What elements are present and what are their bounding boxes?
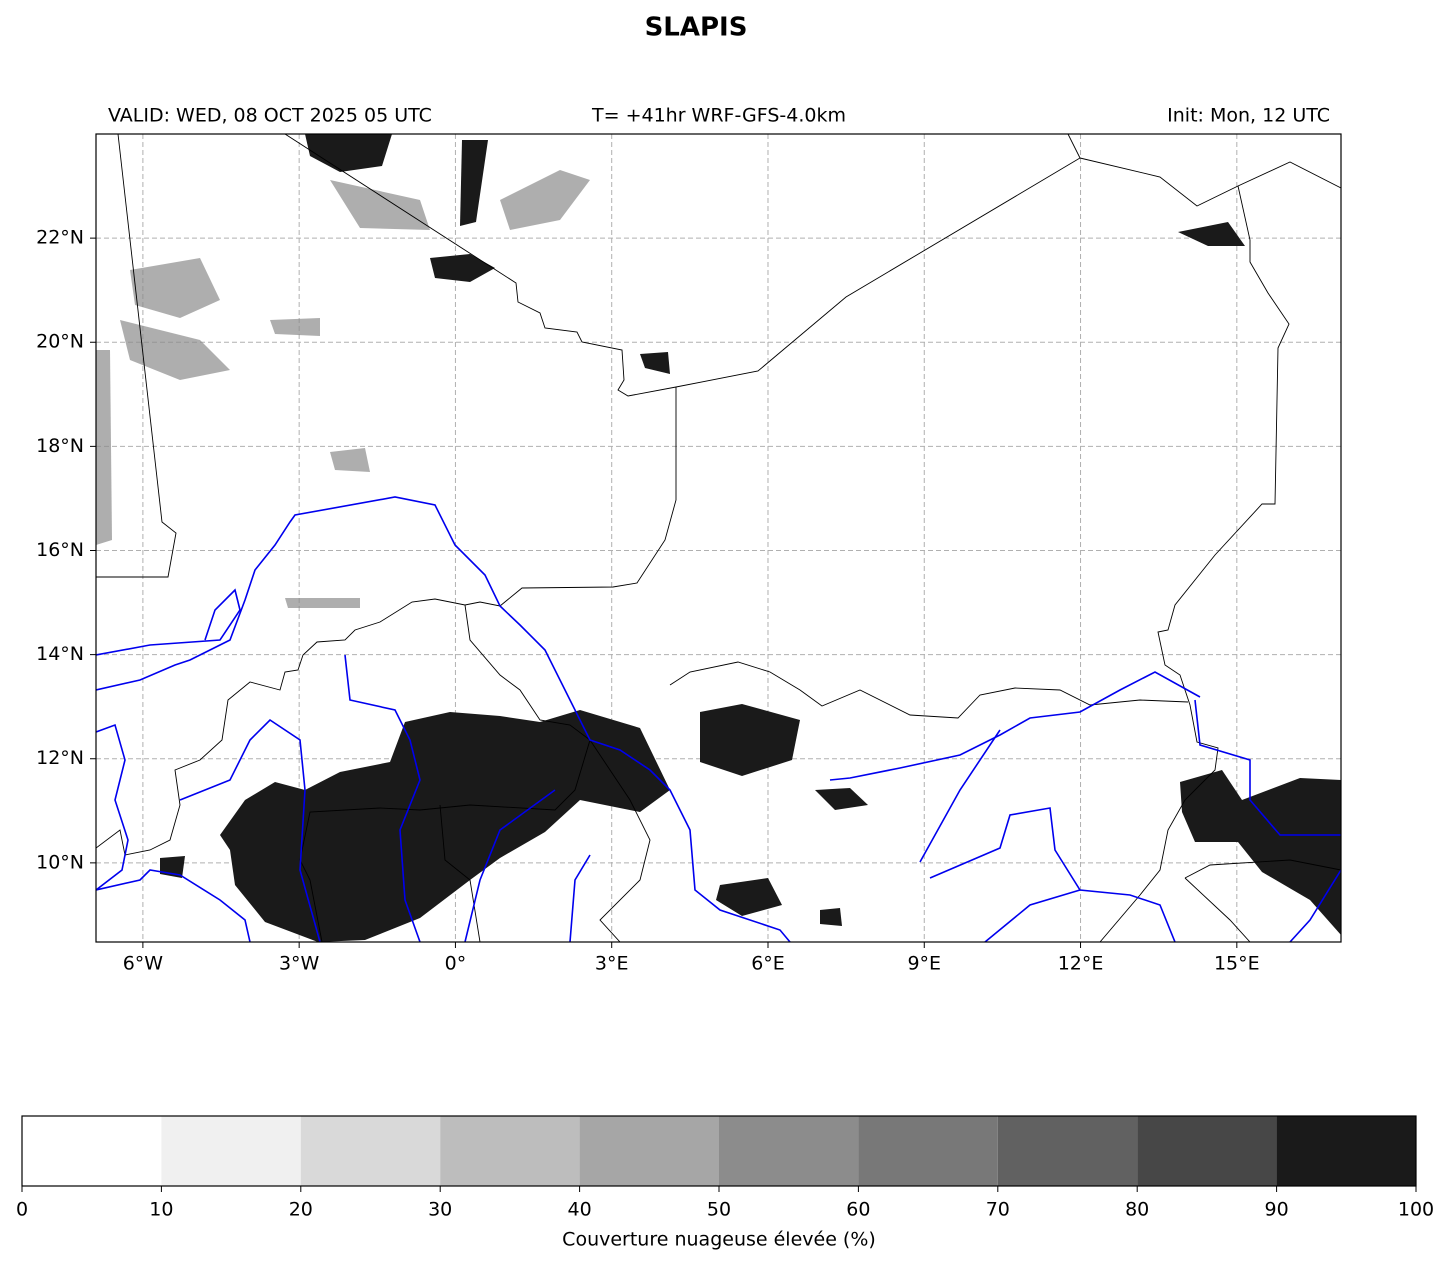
colorbar-segment: [22, 1116, 162, 1186]
map-layers: [96, 134, 1341, 942]
colorbar-tick-label: 60: [846, 1199, 870, 1221]
map-frame: [95, 133, 1342, 943]
colorbar-tick-label: 20: [289, 1199, 313, 1221]
colorbar-segment: [1276, 1116, 1416, 1186]
borders: [96, 134, 1341, 942]
x-tick-label: 0°: [445, 953, 467, 975]
y-tick-label: 10°N: [36, 851, 84, 873]
colorbar: 0 10 20 30 40 50 60 70 80 90 100: [16, 1115, 1434, 1221]
colorbar-label: Couverture nuageuse élevée (%): [562, 1229, 876, 1251]
colorbar-tick-label: 30: [428, 1199, 452, 1221]
colorbar-segment: [579, 1116, 719, 1186]
x-tick-label: 3°E: [595, 953, 629, 975]
y-tick-label: 16°N: [36, 539, 84, 561]
y-tick-label: 12°N: [36, 747, 84, 769]
colorbar-tick-label: 90: [1265, 1199, 1289, 1221]
valid-time: VALID: WED, 08 OCT 2025 05 UTC: [108, 105, 432, 127]
rivers: [96, 496, 1341, 942]
init-time: Init: Mon, 12 UTC: [1167, 105, 1330, 127]
run-info: T= +41hr WRF-GFS-4.0km: [591, 105, 846, 127]
colorbar-segment: [858, 1116, 998, 1186]
x-tick-label: 15°E: [1214, 953, 1260, 975]
y-tick-label: 14°N: [36, 643, 84, 665]
colorbar-segment: [997, 1116, 1138, 1186]
colorbar-tick-label: 70: [986, 1199, 1010, 1221]
colorbar-tick-label: 40: [568, 1199, 592, 1221]
colorbar-segment: [1137, 1116, 1277, 1186]
y-tick-label: 18°N: [36, 435, 84, 457]
y-tick-label: 22°N: [36, 227, 84, 249]
x-tick-label: 6°W: [123, 953, 164, 975]
colorbar-tick-label: 10: [149, 1199, 173, 1221]
colorbar-tick-label: 100: [1398, 1199, 1434, 1221]
x-tick-label: 9°E: [907, 953, 941, 975]
title: SLAPIS: [645, 13, 748, 43]
colorbar-segment: [719, 1116, 859, 1186]
colorbar-tick-label: 0: [16, 1199, 28, 1221]
x-tick-label: 6°E: [751, 953, 785, 975]
x-tick-label: 3°W: [279, 953, 320, 975]
colorbar-tick-label: 80: [1125, 1199, 1149, 1221]
x-tick-label: 12°E: [1058, 953, 1104, 975]
colorbar-segment: [300, 1116, 441, 1186]
colorbar-tick-label: 50: [707, 1199, 731, 1221]
colorbar-segment: [440, 1116, 580, 1186]
colorbar-segment: [161, 1116, 301, 1186]
clouds: [96, 134, 1341, 942]
y-tick-label: 20°N: [36, 331, 84, 353]
